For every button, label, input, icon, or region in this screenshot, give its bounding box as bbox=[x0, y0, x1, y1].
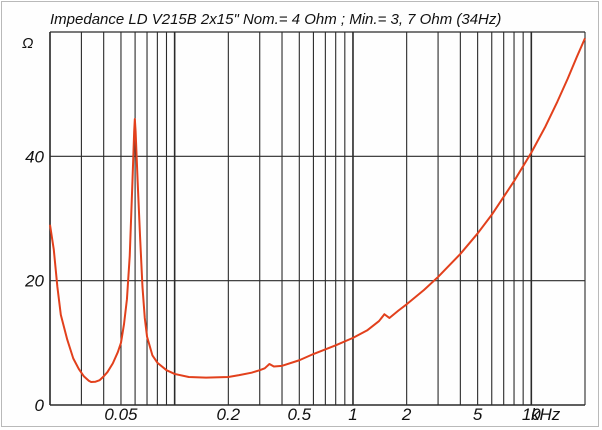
x-tick-label: 0.05 bbox=[104, 405, 138, 424]
x-tick-label: 0.5 bbox=[287, 405, 311, 424]
tick-labels: 0.05 0.2 0.5 1 2 5 10 0 20 40 bbox=[24, 147, 541, 424]
grid bbox=[49, 31, 586, 406]
x-tick-label: 2 bbox=[401, 405, 412, 424]
x-tick-label: 5 bbox=[473, 405, 483, 424]
y-tick-label: 40 bbox=[25, 147, 44, 166]
chart-title: Impedance LD V215B 2x15" Nom.= 4 Ohm ; M… bbox=[50, 11, 501, 28]
y-axis-label: Ω bbox=[22, 35, 33, 52]
y-tick-label: 20 bbox=[24, 272, 44, 291]
x-axis-label: kHz bbox=[531, 405, 561, 424]
impedance-curve bbox=[49, 37, 586, 383]
x-tick-label: 0.2 bbox=[217, 405, 241, 424]
y-tick-label: 0 bbox=[35, 396, 45, 415]
x-tick-label: 1 bbox=[348, 405, 357, 424]
x-tick-label: 10 bbox=[522, 405, 541, 424]
